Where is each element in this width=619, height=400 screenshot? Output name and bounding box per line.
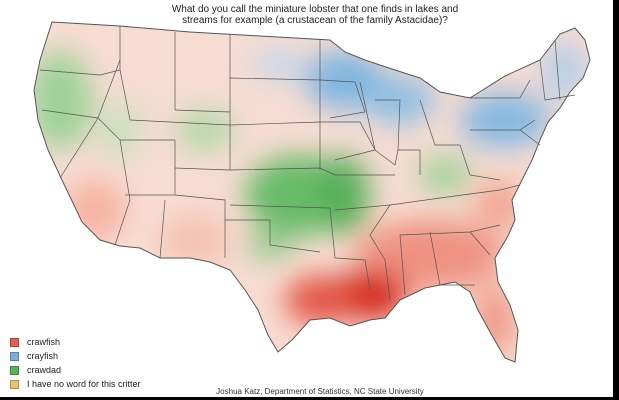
region-crawfish-carolinas	[475, 180, 525, 230]
legend-label: crawdad	[27, 365, 62, 375]
legend-swatch-crawfish	[10, 337, 19, 347]
region-crawdad-wyoming	[175, 110, 235, 150]
region-crawfish-gulf-texas	[285, 275, 355, 325]
legend-item-crawdad: crawdad	[10, 363, 141, 377]
legend: crawfish crayfish crawdad I have no word…	[10, 335, 141, 391]
legend-swatch-no-word	[10, 379, 19, 389]
legend-label: crayfish	[27, 351, 59, 361]
region-crawfish-florida	[475, 285, 515, 355]
legend-label: crawfish	[27, 337, 61, 347]
region-crayfish-new-england	[543, 40, 587, 100]
region-crawfish-west	[65, 180, 125, 240]
state-borders	[33, 21, 591, 363]
region-crayfish-upper-midwest	[305, 50, 385, 110]
region-crayfish-northeast	[460, 92, 550, 148]
region-crawdad-idaho	[98, 100, 142, 160]
legend-label: I have no word for this critter	[27, 379, 141, 389]
credit-text: Joshua Katz, Department of Statistics, N…	[216, 387, 424, 396]
region-crawfish-southwest	[160, 215, 230, 265]
legend-item-crayfish: crayfish	[10, 349, 141, 363]
map-title: What do you call the miniature lobster t…	[171, 4, 459, 26]
region-crawdad-missouri	[320, 155, 370, 235]
region-crawdad-appalachia	[417, 155, 473, 195]
bottom-edge-bar	[0, 397, 619, 400]
legend-swatch-crayfish	[10, 351, 19, 361]
right-edge-bar	[613, 0, 619, 400]
region-crawfish-southeast	[355, 220, 505, 290]
legend-item-no-word: I have no word for this critter	[10, 377, 141, 391]
region-crawdad-northwest	[34, 50, 92, 150]
legend-swatch-crawdad	[10, 365, 19, 375]
region-crayfish-north-dakota	[250, 47, 310, 83]
legend-item-crawfish: crawfish	[10, 335, 141, 349]
